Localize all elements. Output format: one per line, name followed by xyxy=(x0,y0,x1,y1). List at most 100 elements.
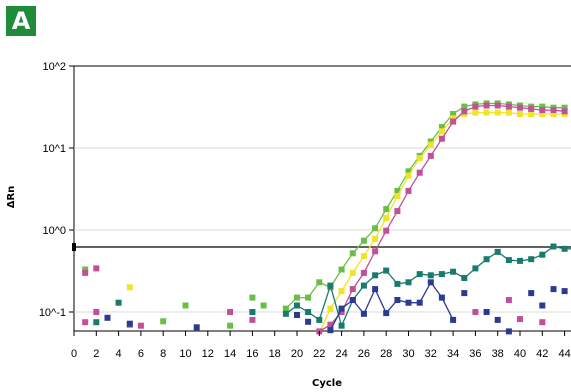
data-point xyxy=(517,316,523,323)
data-point xyxy=(427,279,434,286)
data-point xyxy=(227,322,234,329)
x-tick-label: 14 xyxy=(224,348,236,360)
data-point xyxy=(372,248,379,255)
data-point xyxy=(394,297,401,303)
data-point xyxy=(249,294,256,301)
data-point xyxy=(561,288,568,295)
x-tick-label: 16 xyxy=(246,348,258,360)
data-point xyxy=(427,141,434,148)
data-point xyxy=(372,225,379,232)
data-point xyxy=(305,294,312,301)
data-point xyxy=(505,103,512,110)
data-point xyxy=(82,269,89,276)
data-point xyxy=(483,109,490,116)
data-point xyxy=(483,256,490,263)
data-point xyxy=(405,172,412,179)
x-tick-label: 44 xyxy=(558,348,570,360)
x-axis-title: Cycle xyxy=(312,378,342,389)
x-tick-label: 40 xyxy=(514,348,526,360)
data-point xyxy=(539,111,546,117)
data-point xyxy=(394,193,401,199)
data-point xyxy=(517,104,523,111)
x-tick-label: 36 xyxy=(469,348,481,360)
data-point xyxy=(349,269,356,276)
data-point xyxy=(461,103,468,110)
data-point xyxy=(438,124,445,131)
data-point xyxy=(472,103,479,110)
series-5 xyxy=(104,279,568,335)
data-point xyxy=(550,111,557,117)
data-point xyxy=(405,279,412,286)
data-point xyxy=(461,290,468,297)
data-point xyxy=(528,256,535,263)
data-point xyxy=(416,169,423,176)
data-point xyxy=(372,272,379,279)
data-point xyxy=(349,297,356,303)
plot-frame xyxy=(73,65,571,332)
y-tick-label: 10^2 xyxy=(42,61,66,73)
series-1 xyxy=(82,100,568,329)
data-point xyxy=(394,187,401,194)
x-tick-label: 30 xyxy=(402,348,414,360)
x-tick-label: 18 xyxy=(269,348,281,360)
data-point xyxy=(182,302,189,309)
data-point xyxy=(472,265,479,272)
data-point xyxy=(505,297,512,303)
data-point xyxy=(561,245,568,252)
data-point xyxy=(305,309,312,315)
data-point xyxy=(294,302,300,309)
data-point xyxy=(193,324,200,331)
data-point xyxy=(450,118,457,125)
data-point xyxy=(416,155,423,162)
data-point xyxy=(249,316,256,323)
data-point xyxy=(539,302,546,309)
data-point xyxy=(561,104,568,111)
data-point xyxy=(93,265,100,272)
data-point xyxy=(360,253,367,260)
data-point xyxy=(427,152,434,159)
x-tick-label: 24 xyxy=(335,348,347,360)
data-point xyxy=(282,305,289,312)
data-point xyxy=(528,290,535,297)
data-point xyxy=(483,102,490,109)
panel-label: A xyxy=(6,6,36,36)
data-point xyxy=(528,111,535,117)
data-point xyxy=(160,318,167,325)
data-point xyxy=(126,284,133,291)
x-tick-label: 10 xyxy=(179,348,191,360)
data-point xyxy=(294,312,300,318)
data-point xyxy=(282,310,289,317)
data-point xyxy=(461,275,468,281)
data-point xyxy=(93,309,100,315)
data-point xyxy=(416,299,423,306)
x-tick-label: 6 xyxy=(138,348,144,360)
y-axis-ticks: 10^-1 10^0 10^1 10^2 xyxy=(39,61,74,319)
data-point xyxy=(327,305,334,312)
data-point xyxy=(360,269,367,276)
y-tick-label: 10^0 xyxy=(42,225,66,237)
data-point xyxy=(126,320,133,327)
data-point xyxy=(405,187,412,194)
data-point xyxy=(104,314,111,321)
data-point xyxy=(349,286,356,293)
data-point xyxy=(561,108,568,115)
x-tick-label: 12 xyxy=(202,348,214,360)
data-point xyxy=(260,302,267,309)
data-point xyxy=(438,271,445,278)
data-point xyxy=(438,135,445,142)
series-layer xyxy=(82,100,571,335)
data-point xyxy=(115,299,122,306)
data-point xyxy=(327,282,334,289)
data-point xyxy=(450,111,457,117)
data-point xyxy=(294,294,300,301)
x-tick-label: 42 xyxy=(536,348,548,360)
data-point xyxy=(494,109,501,116)
x-tick-label: 32 xyxy=(425,348,437,360)
data-point xyxy=(539,103,546,110)
data-point xyxy=(405,299,412,306)
data-point xyxy=(539,107,546,114)
data-point xyxy=(383,206,390,213)
data-point xyxy=(405,168,412,175)
x-tick-label: 2 xyxy=(93,348,99,360)
data-point xyxy=(93,319,100,326)
